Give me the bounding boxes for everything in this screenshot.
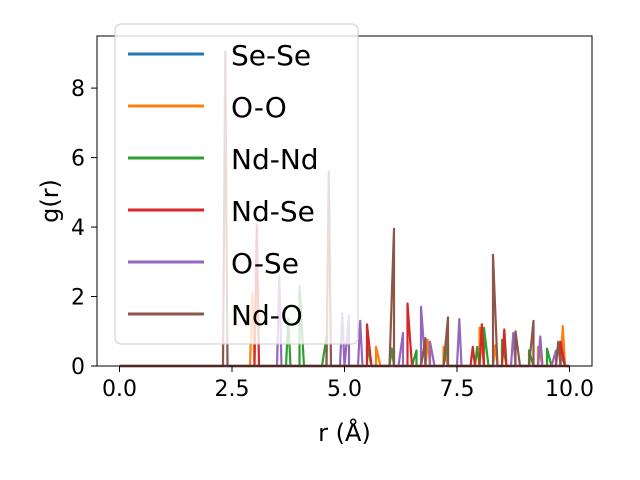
legend-box [114, 23, 359, 345]
x-tick-label: 2.5 [215, 377, 250, 402]
y-tick-label: 4 [71, 216, 85, 241]
legend-label: Se-Se [231, 39, 311, 72]
x-tick-label: 5.0 [327, 377, 362, 402]
x-axis-label: r (Å) [318, 418, 371, 447]
legend-label: Nd-Nd [231, 143, 319, 176]
legend-label: O-Se [231, 247, 299, 280]
x-tick-label: 10.0 [545, 377, 594, 402]
legend-label: Nd-Se [231, 195, 315, 228]
y-tick-label: 6 [71, 147, 85, 172]
y-axis: 0 2 4 6 8 [71, 77, 97, 380]
y-tick-label: 8 [71, 77, 85, 102]
legend-label: Nd-O [231, 299, 303, 332]
x-tick-label: 0.0 [102, 377, 137, 402]
y-tick-label: 2 [71, 286, 85, 311]
y-axis-label: g(r) [36, 179, 64, 223]
x-tick-label: 7.5 [440, 377, 475, 402]
legend: Se-Se O-O Nd-Nd Nd-Se O-Se Nd-O [114, 23, 359, 345]
legend-label: O-O [231, 91, 287, 124]
x-axis: 0.0 2.5 5.0 7.5 10.0 [102, 366, 594, 402]
y-tick-label: 0 [71, 355, 85, 380]
